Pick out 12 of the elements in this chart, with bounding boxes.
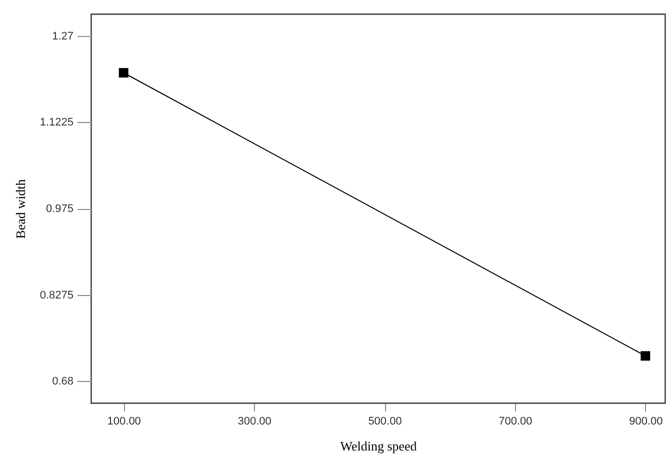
y-axis-title: Bead width	[12, 178, 28, 239]
x-tick-label: 100.00	[107, 416, 141, 428]
y-tick-label: 0.68	[52, 376, 74, 388]
y-tick-label: 0.8275	[40, 289, 74, 302]
y-tick-label: 1.27	[52, 30, 74, 42]
x-tick-label: 900.00	[629, 416, 663, 428]
y-tick-label: 1.1225	[40, 116, 74, 129]
x-tick-label: 500.00	[368, 416, 402, 428]
x-tick-label: 300.00	[238, 416, 272, 428]
y-tick-label: 0.975	[46, 203, 74, 215]
x-axis-title: Welding speed	[340, 438, 418, 454]
x-tick-label: 700.00	[498, 416, 532, 428]
